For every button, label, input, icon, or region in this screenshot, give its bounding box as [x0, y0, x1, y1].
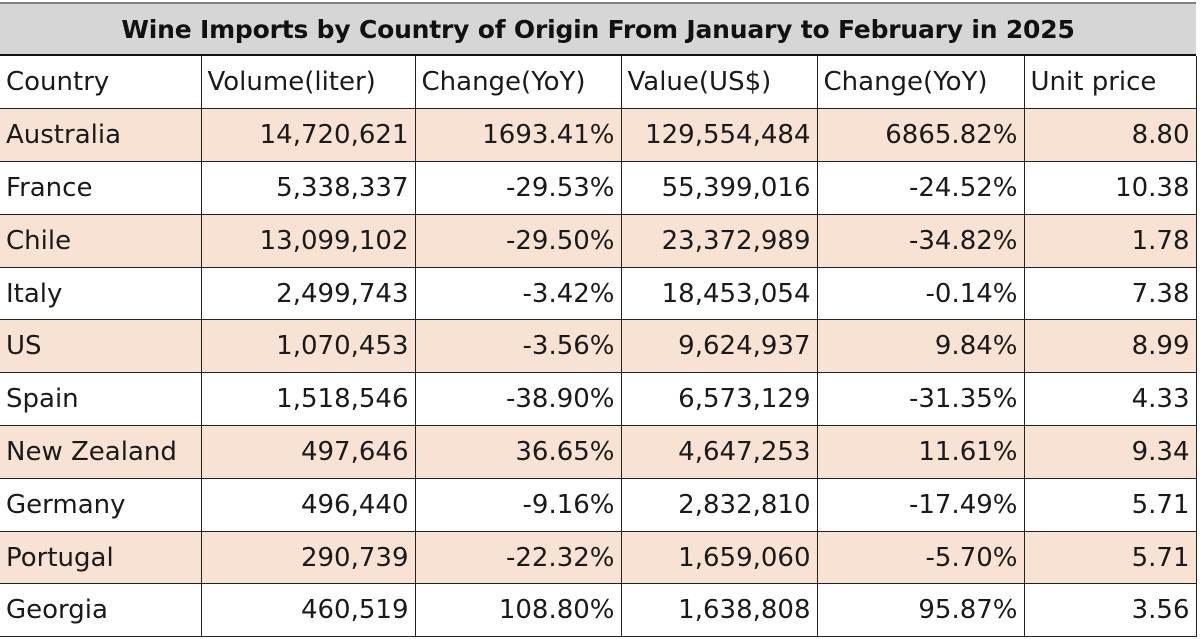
cell-volume-change[interactable]: -22.32%	[414, 530, 622, 585]
cell-value[interactable]: 129,554,484	[620, 108, 818, 163]
cell-value[interactable]: 55,399,016	[620, 161, 818, 215]
cell-value[interactable]: 6,573,129	[620, 372, 818, 427]
cell-volume[interactable]: 497,646	[200, 425, 416, 479]
cell-unit-price[interactable]: 8.80	[1023, 108, 1197, 163]
table-row: Germany 496,440 -9.16% 2,832,810 -17.49% 5.71	[0, 477, 1197, 532]
cell-unit-price[interactable]: 1.78	[1023, 213, 1197, 268]
cell-unit-price[interactable]: 9.34	[1023, 425, 1197, 479]
cell-value[interactable]: 4,647,253	[620, 425, 818, 479]
table-row: Chile 13,099,102 -29.50% 23,372,989 -34.82% 1…	[0, 213, 1197, 268]
cell-volume[interactable]: 2,499,743	[200, 266, 416, 321]
cell-volume[interactable]: 460,519	[200, 583, 416, 638]
cell-value[interactable]: 9,624,937	[620, 319, 818, 374]
column-header-volume-change[interactable]: Change(YoY)	[414, 56, 622, 110]
cell-volume[interactable]: 1,518,546	[200, 372, 416, 427]
cell-country[interactable]: France	[0, 161, 202, 215]
cell-value-change[interactable]: -17.49%	[816, 477, 1025, 532]
cell-unit-price[interactable]: 7.38	[1023, 266, 1197, 321]
table-row: Italy 2,499,743 -3.42% 18,453,054 -0.14% 7.38	[0, 266, 1197, 321]
table-row: Georgia 460,519 108.80% 1,638,808 95.87% 3.56	[0, 583, 1197, 638]
cell-volume-change[interactable]: 36.65%	[414, 425, 622, 479]
table-body: Australia 14,720,621 1693.41% 129,554,484 68…	[0, 108, 1197, 638]
cell-value[interactable]: 1,638,808	[620, 583, 818, 638]
cell-unit-price[interactable]: 5.71	[1023, 477, 1197, 532]
column-header-country[interactable]: Country	[0, 56, 202, 110]
cell-value-change[interactable]: -0.14%	[816, 266, 1025, 321]
data-table: Country Volume(liter) Change(YoY) Value(…	[0, 56, 1197, 638]
cell-value-change[interactable]: -31.35%	[816, 372, 1025, 427]
cell-unit-price[interactable]: 10.38	[1023, 161, 1197, 215]
table-row: New Zealand 497,646 36.65% 4,647,253 11.61% 9…	[0, 425, 1197, 479]
cell-volume[interactable]: 5,338,337	[200, 161, 416, 215]
cell-volume-change[interactable]: -29.53%	[414, 161, 622, 215]
column-header-value-change[interactable]: Change(YoY)	[816, 56, 1025, 110]
cell-volume-change[interactable]: -3.56%	[414, 319, 622, 374]
column-header-volume[interactable]: Volume(liter)	[200, 56, 416, 110]
cell-country[interactable]: Germany	[0, 477, 202, 532]
cell-value[interactable]: 23,372,989	[620, 213, 818, 268]
cell-volume[interactable]: 13,099,102	[200, 213, 416, 268]
cell-volume-change[interactable]: 108.80%	[414, 583, 622, 638]
cell-volume-change[interactable]: -38.90%	[414, 372, 622, 427]
cell-value-change[interactable]: -24.52%	[816, 161, 1025, 215]
cell-value-change[interactable]: 11.61%	[816, 425, 1025, 479]
cell-value-change[interactable]: 9.84%	[816, 319, 1025, 374]
table-row: Portugal 290,739 -22.32% 1,659,060 -5.70% 5.7…	[0, 530, 1197, 585]
cell-unit-price[interactable]: 5.71	[1023, 530, 1197, 585]
cell-volume-change[interactable]: -9.16%	[414, 477, 622, 532]
cell-country[interactable]: Georgia	[0, 583, 202, 638]
cell-unit-price[interactable]: 4.33	[1023, 372, 1197, 427]
cell-value-change[interactable]: 95.87%	[816, 583, 1025, 638]
cell-volume[interactable]: 496,440	[200, 477, 416, 532]
table-row: France 5,338,337 -29.53% 55,399,016 -24.52% 1…	[0, 161, 1197, 215]
cell-volume[interactable]: 1,070,453	[200, 319, 416, 374]
cell-unit-price[interactable]: 8.99	[1023, 319, 1197, 374]
cell-value-change[interactable]: -5.70%	[816, 530, 1025, 585]
table-row: Spain 1,518,546 -38.90% 6,573,129 -31.35% 4.3…	[0, 372, 1197, 427]
column-header-unit-price[interactable]: Unit price	[1023, 56, 1197, 110]
cell-country[interactable]: New Zealand	[0, 425, 202, 479]
cell-value[interactable]: 18,453,054	[620, 266, 818, 321]
table-row: US 1,070,453 -3.56% 9,624,937 9.84% 8.99	[0, 319, 1197, 374]
cell-country[interactable]: Spain	[0, 372, 202, 427]
table-title: Wine Imports by Country of Origin From J…	[0, 2, 1196, 56]
cell-country[interactable]: Chile	[0, 213, 202, 268]
table-row: Australia 14,720,621 1693.41% 129,554,484 68…	[0, 108, 1197, 163]
cell-value[interactable]: 2,832,810	[620, 477, 818, 532]
cell-value-change[interactable]: -34.82%	[816, 213, 1025, 268]
cell-country[interactable]: Portugal	[0, 530, 202, 585]
cell-volume-change[interactable]: -3.42%	[414, 266, 622, 321]
cell-value[interactable]: 1,659,060	[620, 530, 818, 585]
cell-volume-change[interactable]: -29.50%	[414, 213, 622, 268]
column-header-value[interactable]: Value(US$)	[620, 56, 818, 110]
cell-volume[interactable]: 14,720,621	[200, 108, 416, 163]
cell-country[interactable]: Italy	[0, 266, 202, 321]
cell-value-change[interactable]: 6865.82%	[816, 108, 1025, 163]
cell-unit-price[interactable]: 3.56	[1023, 583, 1197, 638]
cell-country[interactable]: US	[0, 319, 202, 374]
cell-volume[interactable]: 290,739	[200, 530, 416, 585]
cell-volume-change[interactable]: 1693.41%	[414, 108, 622, 163]
header-row: Country Volume(liter) Change(YoY) Value(…	[0, 56, 1197, 110]
cell-country[interactable]: Australia	[0, 108, 202, 163]
